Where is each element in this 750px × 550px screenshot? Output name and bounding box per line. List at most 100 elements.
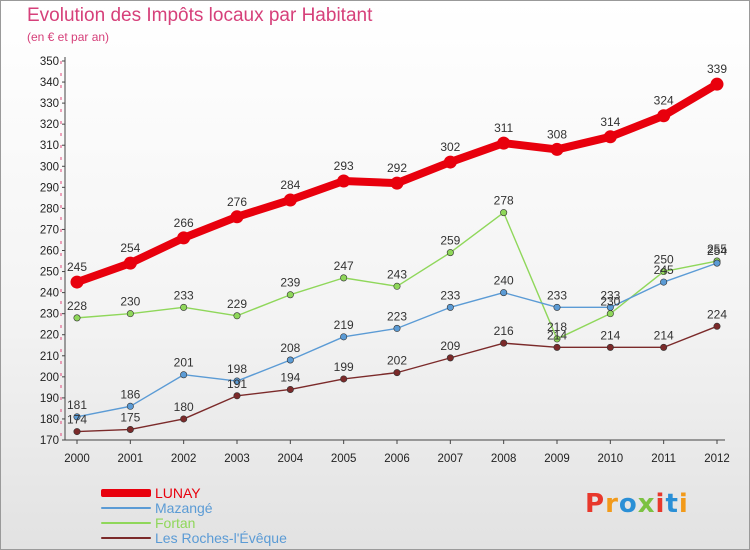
chart-subtitle: (en € et par an) [27,30,110,44]
x-tick-label: 2011 [651,453,676,465]
data-label: 194 [280,370,300,384]
data-point [657,109,671,123]
data-point [126,425,134,433]
data-point [500,289,508,297]
series-line-3 [76,325,718,433]
data-label: 339 [707,62,727,76]
proxiti-logo: Proxiti [585,489,689,519]
chart-title: Evolution des Impôts locaux par Habitant [27,5,373,26]
data-label: 254 [707,244,727,258]
data-label: 174 [67,413,87,427]
data-label: 292 [387,161,407,175]
x-tick-label: 2005 [331,453,357,465]
data-label: 230 [600,295,620,309]
x-tick-label: 2006 [384,453,410,465]
data-point [180,303,188,311]
data-label: 250 [654,253,674,267]
data-point [446,354,454,362]
y-tick-label: 340 [40,77,59,89]
legend-item: LUNAY [101,485,201,501]
y-tick-label: 290 [40,182,59,194]
data-point [340,274,348,282]
data-point [233,312,241,320]
data-point [713,259,721,267]
data-point [497,136,511,150]
data-point [606,310,614,318]
legend-item: Les Roches-l'Évêque [101,530,287,546]
data-point [393,369,401,377]
data-point [340,375,348,383]
data-label: 293 [334,159,354,173]
y-tick-label: 240 [40,288,59,300]
data-point [553,335,561,343]
y-tick-label: 180 [40,414,59,426]
data-label: 202 [387,354,407,368]
data-label: 199 [334,360,354,374]
y-tick-label: 230 [40,309,59,321]
data-label: 224 [707,307,727,321]
data-label: 230 [120,295,140,309]
data-point [553,343,561,351]
data-point [177,231,191,245]
data-point [446,249,454,257]
y-tick-label: 310 [40,140,59,152]
data-label: 228 [67,299,87,313]
data-label: 214 [600,328,620,342]
y-tick-label: 280 [40,203,59,215]
data-label: 191 [227,377,247,391]
data-point [180,371,188,379]
legend-swatch [101,507,151,509]
data-point [606,303,614,311]
y-tick-label: 330 [40,98,59,110]
data-point [233,377,241,385]
logo-letter: r [605,489,619,519]
data-point [710,77,724,91]
y-tick-label: 350 [40,56,59,68]
y-tick-label: 300 [40,161,59,173]
logo-letter: o [618,489,638,519]
data-point [393,324,401,332]
data-point [123,256,137,270]
data-label: 278 [494,194,514,208]
data-label: 229 [227,297,247,311]
data-label: 208 [280,341,300,355]
data-label: 245 [654,263,674,277]
data-label: 214 [547,328,567,342]
data-label: 201 [174,356,194,370]
legend-label: Mazangé [155,500,213,516]
x-tick-label: 2008 [491,453,517,465]
data-label: 233 [440,288,460,302]
data-label: 233 [600,288,620,302]
data-point [660,343,668,351]
data-label: 314 [600,115,620,129]
data-point [500,209,508,217]
legend-label: Les Roches-l'Évêque [155,530,287,546]
data-label: 324 [654,94,674,108]
x-tick-label: 2010 [598,453,624,465]
data-label: 259 [440,234,460,248]
x-tick-label: 2001 [118,453,144,465]
logo-letter: P [585,489,606,519]
data-label: 247 [334,259,354,273]
data-point [390,176,404,190]
data-label: 266 [174,216,194,230]
data-label: 180 [174,400,194,414]
data-label: 175 [120,410,140,424]
data-label: 255 [707,242,727,256]
logo-letter: i [678,489,689,519]
data-point [660,278,668,286]
y-tick-label: 210 [40,351,59,363]
data-label: 276 [227,195,247,209]
legend-swatch [101,537,151,539]
data-point [230,210,244,224]
y-tick-label: 250 [40,267,59,279]
data-point [606,343,614,351]
data-label: 308 [547,127,567,141]
data-point [73,413,81,421]
data-point [553,303,561,311]
data-label: 218 [547,320,567,334]
data-label: 186 [120,387,140,401]
data-label: 311 [494,121,513,135]
